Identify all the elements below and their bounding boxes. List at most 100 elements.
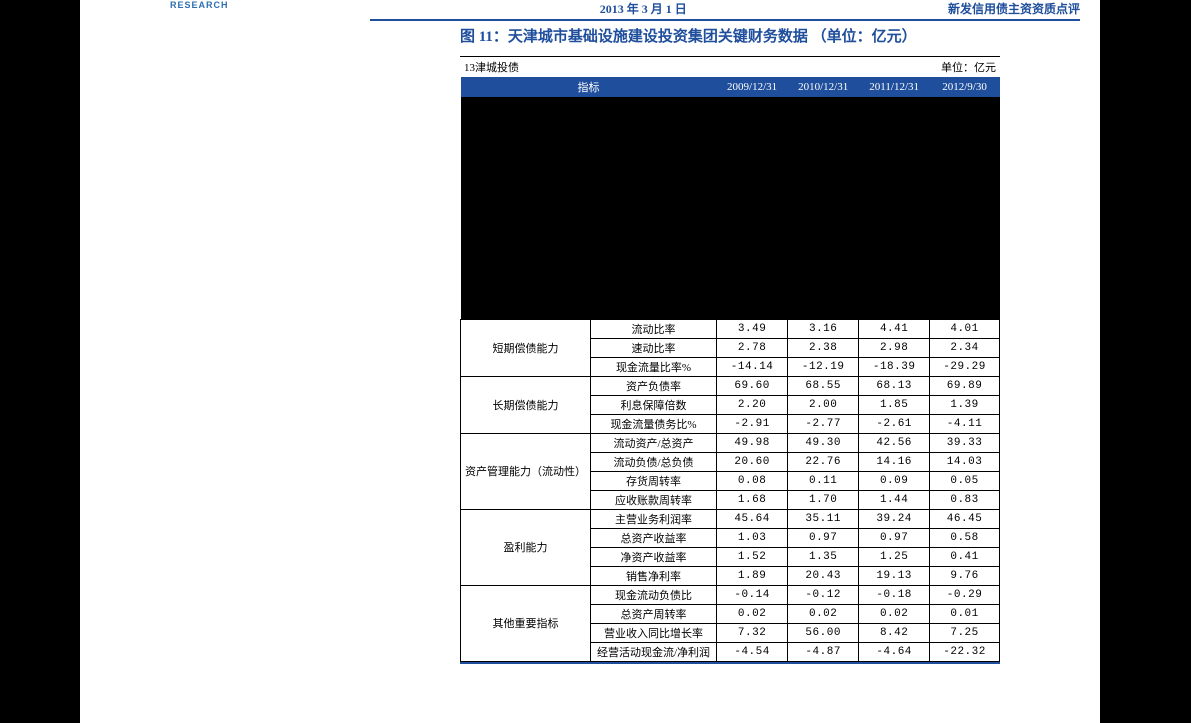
value-cell: 68.13	[859, 376, 930, 395]
metric-cell: 速动比率	[591, 338, 717, 357]
bond-name: 13津城投债	[464, 59, 519, 75]
metric-cell: 应收账款周转率	[591, 490, 717, 509]
value-cell: 42.56	[859, 433, 930, 452]
value-cell: 3.16	[788, 319, 859, 338]
value-cell: 7.25	[930, 623, 1000, 642]
value-cell: -2.77	[788, 414, 859, 433]
value-cell: -0.12	[788, 585, 859, 604]
value-cell: 0.08	[717, 471, 788, 490]
metric-cell: 经营活动现金流/净利润	[591, 642, 717, 661]
value-cell: 4.01	[930, 319, 1000, 338]
value-cell: 8.42	[859, 623, 930, 642]
table-row: 资产管理能力（流动性）流动资产/总资产49.9849.3042.5639.33	[461, 433, 1000, 452]
value-cell: 0.05	[930, 471, 1000, 490]
value-cell: 1.68	[717, 490, 788, 509]
table-row: 长期偿债能力资产负债率69.6068.5568.1369.89	[461, 376, 1000, 395]
value-cell: 2.00	[788, 395, 859, 414]
value-cell: 3.49	[717, 319, 788, 338]
figure-title: 图 11：天津城市基础设施建设投资集团关键财务数据 （单位：亿元）	[460, 27, 1040, 48]
value-cell: 2.78	[717, 338, 788, 357]
value-cell: 0.01	[930, 604, 1000, 623]
value-cell: 0.97	[788, 528, 859, 547]
group-cell: 短期偿债能力	[461, 319, 591, 376]
col-indicator: 指标	[461, 77, 717, 97]
value-cell: 19.13	[859, 566, 930, 585]
table-caption-row: 13津城投债 单位：亿元	[460, 56, 1000, 77]
metric-cell: 现金流量比率%	[591, 357, 717, 376]
value-cell: 14.03	[930, 452, 1000, 471]
value-cell: 0.83	[930, 490, 1000, 509]
value-cell: -29.29	[930, 357, 1000, 376]
value-cell: 1.39	[930, 395, 1000, 414]
col-date-1: 2010/12/31	[788, 77, 859, 97]
value-cell: -18.39	[859, 357, 930, 376]
metric-cell: 总资产周转率	[591, 604, 717, 623]
page-header: RESEARCH 2013 年 3 月 1 日 新发信用债主资资质点评	[100, 0, 1080, 19]
header-rule	[370, 19, 1080, 21]
value-cell: 0.09	[859, 471, 930, 490]
value-cell: -12.19	[788, 357, 859, 376]
value-cell: 1.44	[859, 490, 930, 509]
value-cell: 2.20	[717, 395, 788, 414]
document-page: RESEARCH 2013 年 3 月 1 日 新发信用债主资资质点评 图 11…	[80, 0, 1100, 723]
metric-cell: 流动比率	[591, 319, 717, 338]
value-cell: 0.58	[930, 528, 1000, 547]
metric-cell: 主营业务利润率	[591, 509, 717, 528]
value-cell: 69.89	[930, 376, 1000, 395]
group-cell: 盈利能力	[461, 509, 591, 585]
group-cell: 资产管理能力（流动性）	[461, 433, 591, 509]
value-cell: 56.00	[788, 623, 859, 642]
value-cell: -4.11	[930, 414, 1000, 433]
value-cell: -14.14	[717, 357, 788, 376]
table-row: 短期偿债能力流动比率3.493.164.414.01	[461, 319, 1000, 338]
metric-cell: 资产负债率	[591, 376, 717, 395]
financial-table: 指标 2009/12/31 2010/12/31 2011/12/31 2012…	[460, 77, 1000, 662]
value-cell: 2.98	[859, 338, 930, 357]
metric-cell: 销售净利率	[591, 566, 717, 585]
value-cell: 1.70	[788, 490, 859, 509]
value-cell: 4.41	[859, 319, 930, 338]
group-cell: 其他重要指标	[461, 585, 591, 661]
metric-cell: 流动资产/总资产	[591, 433, 717, 452]
value-cell: 0.02	[788, 604, 859, 623]
value-cell: 20.43	[788, 566, 859, 585]
unit-label: 单位：亿元	[941, 59, 996, 75]
value-cell: 2.34	[930, 338, 1000, 357]
value-cell: 49.98	[717, 433, 788, 452]
col-date-0: 2009/12/31	[717, 77, 788, 97]
value-cell: 9.76	[930, 566, 1000, 585]
col-date-3: 2012/9/30	[930, 77, 1000, 97]
value-cell: 1.85	[859, 395, 930, 414]
metric-cell: 流动负债/总负债	[591, 452, 717, 471]
value-cell: 69.60	[717, 376, 788, 395]
value-cell: 0.02	[717, 604, 788, 623]
value-cell: 22.76	[788, 452, 859, 471]
metric-cell: 现金流量债务比%	[591, 414, 717, 433]
bottom-rule	[460, 662, 1000, 664]
value-cell: -4.54	[717, 642, 788, 661]
group-cell: 长期偿债能力	[461, 376, 591, 433]
value-cell: 46.45	[930, 509, 1000, 528]
value-cell: 68.55	[788, 376, 859, 395]
research-label: RESEARCH	[170, 0, 229, 10]
value-cell: -22.32	[930, 642, 1000, 661]
value-cell: -4.87	[788, 642, 859, 661]
value-cell: -4.64	[859, 642, 930, 661]
metric-cell: 存货周转率	[591, 471, 717, 490]
report-date: 2013 年 3 月 1 日	[600, 0, 687, 17]
value-cell: 0.02	[859, 604, 930, 623]
value-cell: 49.30	[788, 433, 859, 452]
table-row: 其他重要指标现金流动负债比-0.14-0.12-0.18-0.29	[461, 585, 1000, 604]
table-header: 指标 2009/12/31 2010/12/31 2011/12/31 2012…	[461, 77, 1000, 97]
value-cell: -0.29	[930, 585, 1000, 604]
value-cell: 1.03	[717, 528, 788, 547]
value-cell: 0.41	[930, 547, 1000, 566]
value-cell: 39.33	[930, 433, 1000, 452]
metric-cell: 营业收入同比增长率	[591, 623, 717, 642]
value-cell: 14.16	[859, 452, 930, 471]
value-cell: 39.24	[859, 509, 930, 528]
value-cell: 1.52	[717, 547, 788, 566]
value-cell: 7.32	[717, 623, 788, 642]
report-category: 新发信用债主资资质点评	[948, 0, 1080, 17]
value-cell: 45.64	[717, 509, 788, 528]
